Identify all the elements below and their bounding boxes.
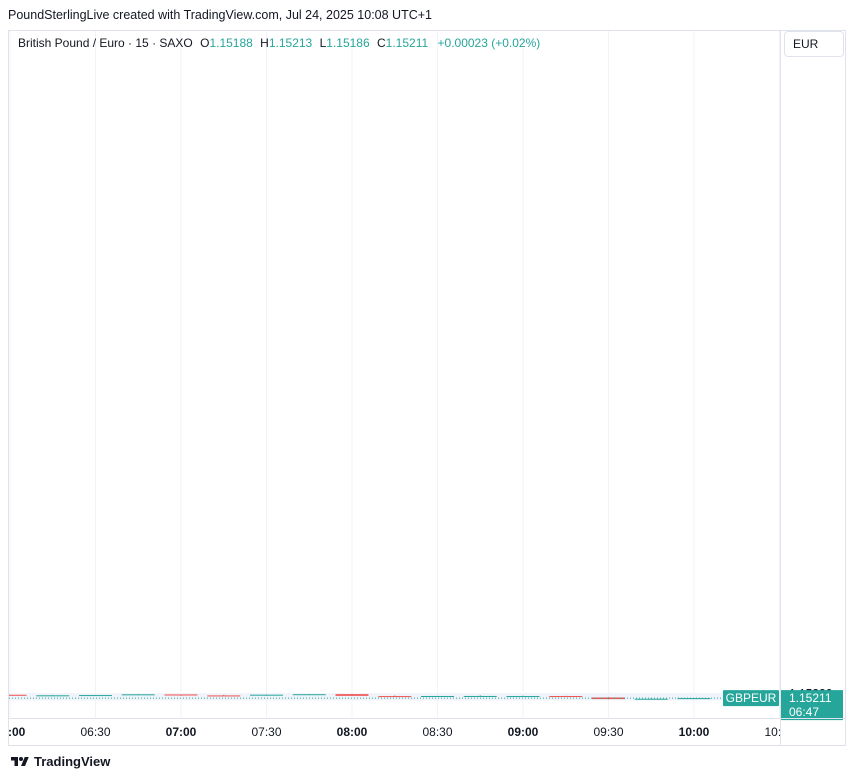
x-tick-label: 07:00 [166,725,197,739]
candle [378,695,412,698]
candle-body [164,694,198,696]
x-tick-label: 06:00 [0,725,26,739]
x-axis-labels: 06:00 06:30 07:00 07:30 08:00 08:30 09:00 09:30… [0,725,794,739]
candle [292,694,326,696]
x-tick-label: 08:30 [422,725,452,739]
legend-change: +0.00023 (+0.02%) [437,36,541,50]
legend-close-value: 1.15211 [385,36,429,50]
x-tick-label: 09:30 [593,725,623,739]
legend-close-label: C [377,36,386,50]
x-tick-label: 09:00 [508,725,539,739]
candle-body [79,695,112,697]
price-tag-countdown: 06:47 [789,705,819,719]
candle [463,695,497,697]
candle [506,695,540,698]
tradingview-logo[interactable]: TradingView [10,754,110,769]
x-tick-label: 10:00 [679,725,710,739]
grid-lines [9,31,780,718]
x-tick-label: 06:30 [80,725,110,739]
candle [164,694,198,696]
candle-body [592,697,625,700]
x-tick-label: 07:30 [251,725,281,739]
candle [79,695,112,697]
candle [335,693,369,697]
tradingview-logo-text: TradingView [34,754,111,769]
symbol-tag-text: GBPEUR [726,691,777,705]
candle-body [549,696,583,698]
price-tag-box [781,690,843,721]
legend-high-label: H [260,36,269,50]
currency-button[interactable]: EUR [784,31,844,57]
candle-body [36,695,70,697]
candle-body [121,694,155,696]
legend-symbol: British Pound / Euro · 15 · SAXO [18,36,193,50]
tradingview-logo-icon [11,756,29,766]
candle-body [421,695,454,697]
candle [549,695,583,698]
candle-body [506,696,540,698]
legend-low-value: 1.15186 [326,36,370,50]
candle [592,697,625,700]
symbol-tag-box [723,690,779,707]
x-tick-label: 08:00 [337,725,368,739]
candle [207,694,241,697]
candles [9,693,711,700]
candle-body [463,695,497,697]
chart-frame [8,30,846,746]
legend-open-label: O [200,36,210,50]
candle-body [634,698,668,700]
legend-low-label: L [319,36,327,50]
chart-attribution: PoundSterlingLive created with TradingVi… [8,8,432,22]
candle-body [9,694,27,696]
candle-body [250,694,283,696]
candle-body [378,696,412,698]
candle-body [335,694,369,696]
candle [421,695,454,697]
legend-open-value: 1.15188 [209,36,253,50]
candle [250,694,283,696]
candle-body [207,695,241,697]
legend-high-value: 1.15213 [268,36,313,50]
x-tick-label: 10:30 [764,725,794,739]
candle-body [292,694,326,696]
candle [121,694,155,696]
ohlc-legend: British Pound / Euro · 15 · SAXO O1.1518… [18,36,540,50]
price-tag-value: 1.15211 [789,691,832,705]
candle [9,694,27,696]
candle [36,695,70,697]
